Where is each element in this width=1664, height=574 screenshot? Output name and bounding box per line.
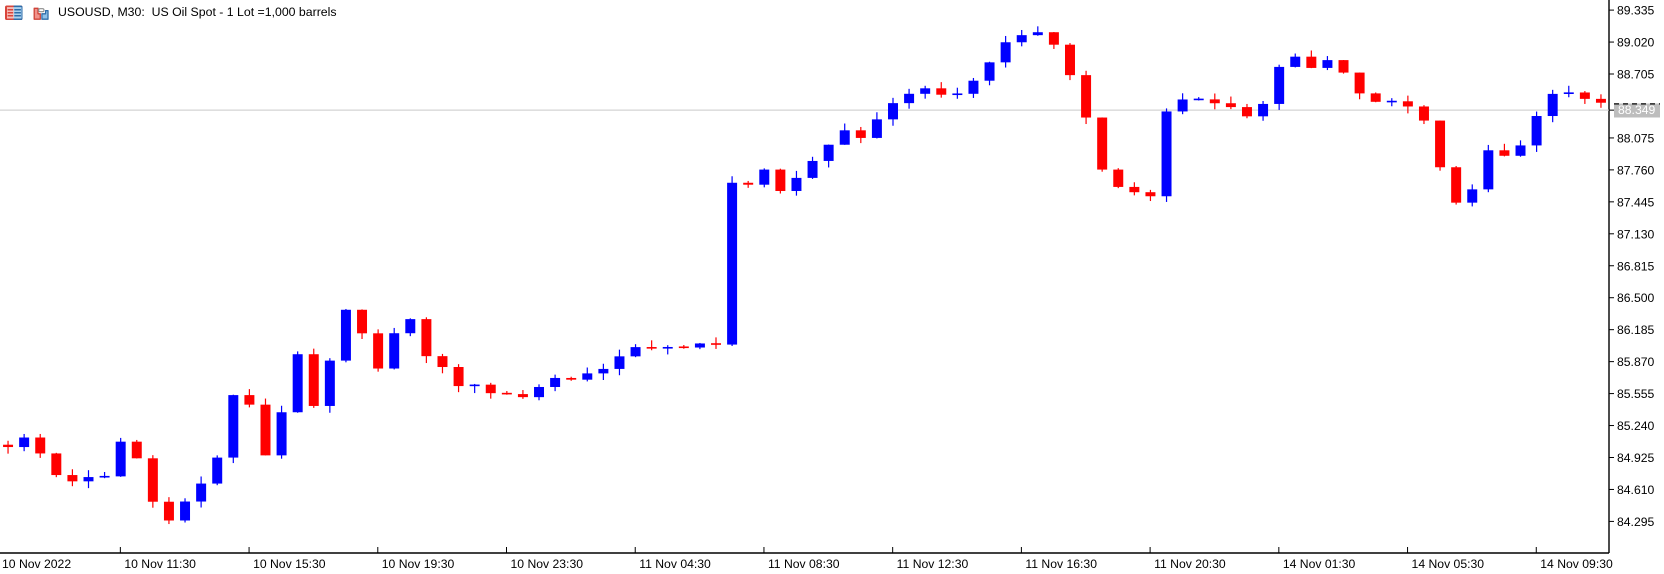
svg-text:88.075: 88.075: [1617, 131, 1654, 145]
svg-text:84.925: 84.925: [1617, 451, 1654, 465]
svg-text:84.295: 84.295: [1617, 515, 1654, 529]
svg-text:11 Nov 16:30: 11 Nov 16:30: [1025, 557, 1097, 571]
svg-text:11 Nov 12:30: 11 Nov 12:30: [897, 557, 969, 571]
svg-text:14 Nov 09:30: 14 Nov 09:30: [1540, 557, 1613, 571]
svg-text:10 Nov 23:30: 10 Nov 23:30: [511, 557, 584, 571]
svg-text:11 Nov 04:30: 11 Nov 04:30: [639, 557, 711, 571]
svg-text:89.020: 89.020: [1617, 36, 1654, 50]
svg-text:87.445: 87.445: [1617, 195, 1654, 209]
svg-text:85.555: 85.555: [1617, 387, 1654, 401]
svg-text:85.240: 85.240: [1617, 419, 1654, 433]
svg-text:14 Nov 01:30: 14 Nov 01:30: [1283, 557, 1356, 571]
svg-text:11 Nov 20:30: 11 Nov 20:30: [1154, 557, 1226, 571]
svg-text:86.185: 86.185: [1617, 323, 1654, 337]
svg-text:11 Nov 08:30: 11 Nov 08:30: [768, 557, 840, 571]
svg-text:86.500: 86.500: [1617, 291, 1654, 305]
svg-text:87.760: 87.760: [1617, 163, 1654, 177]
svg-text:10 Nov 15:30: 10 Nov 15:30: [253, 557, 326, 571]
svg-text:85.870: 85.870: [1617, 355, 1654, 369]
svg-text:10 Nov 11:30: 10 Nov 11:30: [124, 557, 196, 571]
svg-text:84.610: 84.610: [1617, 483, 1654, 497]
svg-text:10 Nov 19:30: 10 Nov 19:30: [382, 557, 455, 571]
svg-text:14 Nov 05:30: 14 Nov 05:30: [1412, 557, 1485, 571]
svg-text:89.335: 89.335: [1617, 4, 1654, 18]
svg-text:10 Nov 2022: 10 Nov 2022: [2, 557, 71, 571]
svg-text:86.815: 86.815: [1617, 259, 1654, 273]
svg-text:87.130: 87.130: [1617, 227, 1654, 241]
svg-text:88.705: 88.705: [1617, 68, 1654, 82]
svg-text:88.349: 88.349: [1618, 103, 1655, 117]
